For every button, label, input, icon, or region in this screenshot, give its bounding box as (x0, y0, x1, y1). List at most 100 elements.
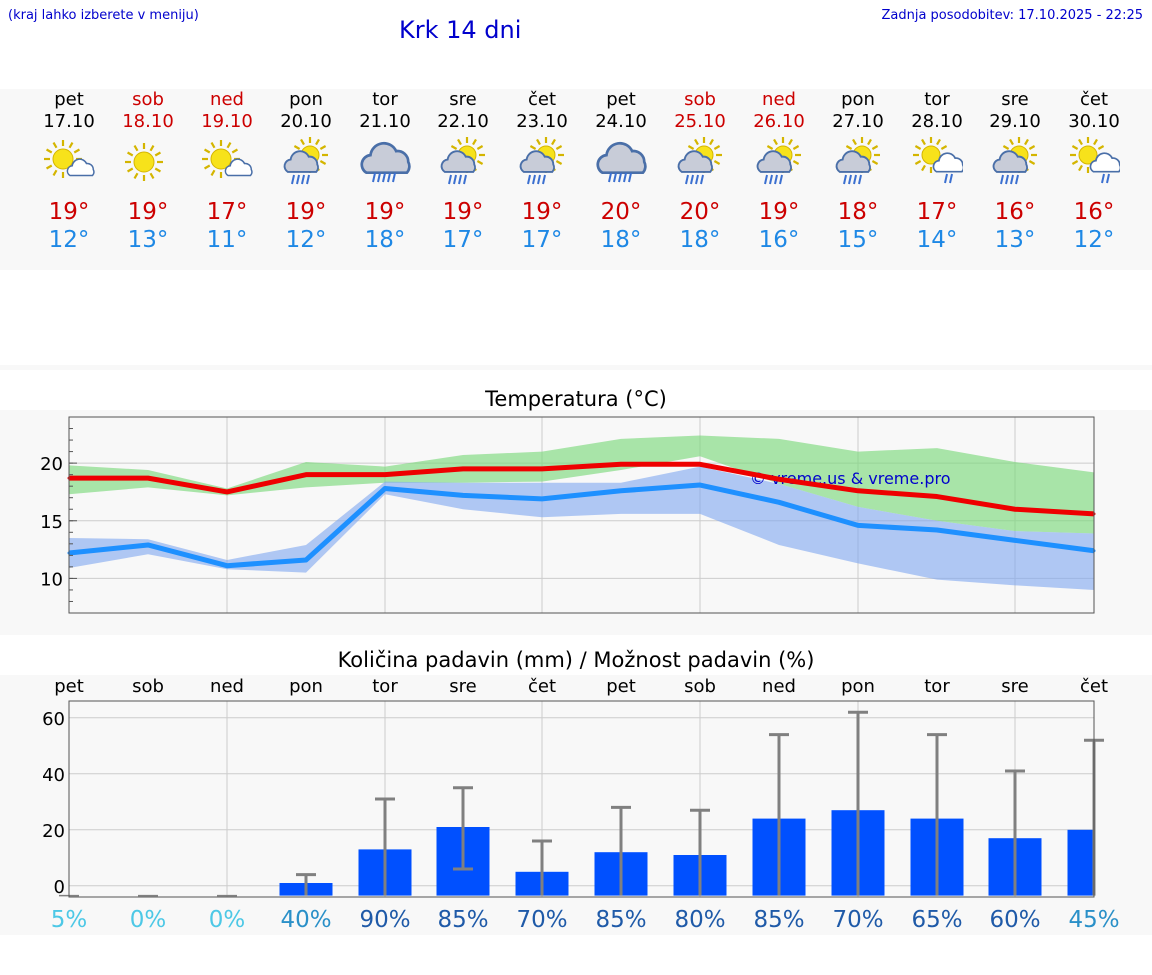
temperature-point-min (777, 500, 781, 504)
day-date: 28.10 (911, 111, 963, 132)
max-temperature: 19° (364, 199, 406, 225)
temperature-point-min (461, 493, 465, 497)
sun-cloud-rain-icon (989, 137, 1041, 189)
day-date: 23.10 (516, 111, 568, 132)
min-temperature: 18° (679, 227, 721, 253)
precipitation-probability: 70% (516, 907, 567, 933)
temperature-point-max (383, 473, 387, 477)
max-temperature: 20° (679, 199, 721, 225)
precipitation-probability: 0% (209, 907, 246, 933)
sun-cloud-rain-icon (753, 137, 805, 189)
day-name: sob (132, 89, 164, 110)
temperature-point-min (540, 497, 544, 501)
temperature-point-max (619, 462, 623, 466)
day-date: 26.10 (753, 111, 805, 132)
max-temperature-range (69, 435, 1094, 534)
day-forecast: pet 17.10 19° 12° (30, 89, 108, 270)
temperature-series-min (68, 482, 1095, 569)
min-temperature: 18° (364, 227, 406, 253)
day-forecast: pet 24.10 20° 18° (582, 89, 660, 270)
day-date: 27.10 (832, 111, 884, 132)
temperature-point-min (304, 558, 308, 562)
last-updated: Zadnja posodobitev: 17.10.2025 - 22:25 (881, 8, 1143, 23)
temperature-point-max (1013, 507, 1017, 511)
precipitation-bar (1067, 829, 1094, 896)
location-hint: (kraj lahko izberete v meniju) (8, 8, 199, 23)
x-category-label: sre (449, 676, 476, 697)
day-forecast: tor 28.10 17° 14° (898, 89, 976, 270)
x-category-label: pon (841, 676, 875, 697)
sun-icon (122, 137, 174, 189)
day-date: 21.10 (359, 111, 411, 132)
precipitation-probability: 70% (832, 907, 883, 933)
x-category-label: pet (54, 676, 84, 697)
temperature-point-min (856, 523, 860, 527)
day-date: 24.10 (595, 111, 647, 132)
day-name: pon (841, 89, 875, 110)
day-name: ned (210, 89, 244, 110)
day-forecast: sre 22.10 19° 17° (424, 89, 502, 270)
temperature-point-max (856, 489, 860, 493)
max-temperature: 20° (600, 199, 642, 225)
temperature-point-min (619, 489, 623, 493)
precipitation-probability: 80% (674, 907, 725, 933)
day-date: 18.10 (122, 111, 174, 132)
temperature-point-max (540, 467, 544, 471)
precipitation-probability: 85% (437, 907, 488, 933)
day-name: čet (1079, 89, 1109, 110)
temperature-point-max (698, 462, 702, 466)
day-forecast: čet 30.10 16° 12° (1055, 89, 1133, 270)
min-temperature: 13° (127, 227, 169, 253)
max-temperature: 17° (206, 199, 248, 225)
cloud-rain-icon (595, 137, 647, 189)
min-temperature: 17° (521, 227, 563, 253)
y-tick-label: 10 (40, 569, 63, 590)
min-temperature: 12° (285, 227, 327, 253)
y-tick-label: 20 (42, 821, 65, 842)
max-temperature: 19° (442, 199, 484, 225)
min-temperature: 18° (600, 227, 642, 253)
precipitation-chart-title: Količina padavin (mm) / Možnost padavin … (337, 648, 815, 672)
y-tick-label: 20 (40, 454, 63, 475)
y-tick-label: 60 (42, 709, 65, 730)
precipitation-probability: 60% (989, 907, 1040, 933)
temperature-point-max (304, 473, 308, 477)
max-temperature: 18° (837, 199, 879, 225)
max-temperature: 19° (521, 199, 563, 225)
day-forecast: tor 21.10 19° 18° (346, 89, 424, 270)
sun-cloud-light-rain-icon (1068, 137, 1122, 189)
precipitation-probability: 85% (595, 907, 646, 933)
min-temperature: 17° (442, 227, 484, 253)
precipitation-probability: 90% (359, 907, 410, 933)
x-category-label: sob (132, 676, 164, 697)
day-name: sre (449, 89, 477, 110)
plot-frame (68, 700, 1095, 898)
sun-cloud-rain-icon (280, 137, 332, 189)
day-name: ned (762, 89, 796, 110)
x-category-label: tor (372, 676, 398, 697)
x-category-label: tor (924, 676, 950, 697)
day-date: 25.10 (674, 111, 726, 132)
sun-cloud-rain-icon (674, 137, 726, 189)
sun-cloud-rain-icon (832, 137, 884, 189)
page-title: Krk 14 dni (399, 16, 522, 44)
plot-frame (68, 416, 1095, 614)
day-name: tor (372, 89, 398, 110)
temperature-series-max (69, 461, 1095, 517)
temperature-point-min (698, 483, 702, 487)
sun-cloud-icon (201, 137, 253, 189)
temperature-point-max (777, 477, 781, 481)
temperature-point-max (461, 467, 465, 471)
min-temperature: 12° (1073, 227, 1115, 253)
day-name: pet (606, 89, 636, 110)
day-forecast: sob 25.10 20° 18° (661, 89, 739, 270)
x-category-label: ned (762, 676, 796, 697)
day-forecast: pon 27.10 18° 15° (819, 89, 897, 270)
max-temperature: 19° (48, 199, 90, 225)
min-temperature: 12° (48, 227, 90, 253)
day-forecast: čet 23.10 19° 17° (503, 89, 581, 270)
max-temperature: 16° (994, 199, 1036, 225)
temperature-point-min (1013, 538, 1017, 542)
day-name: tor (924, 89, 950, 110)
precipitation-probability: 45% (1068, 907, 1119, 933)
